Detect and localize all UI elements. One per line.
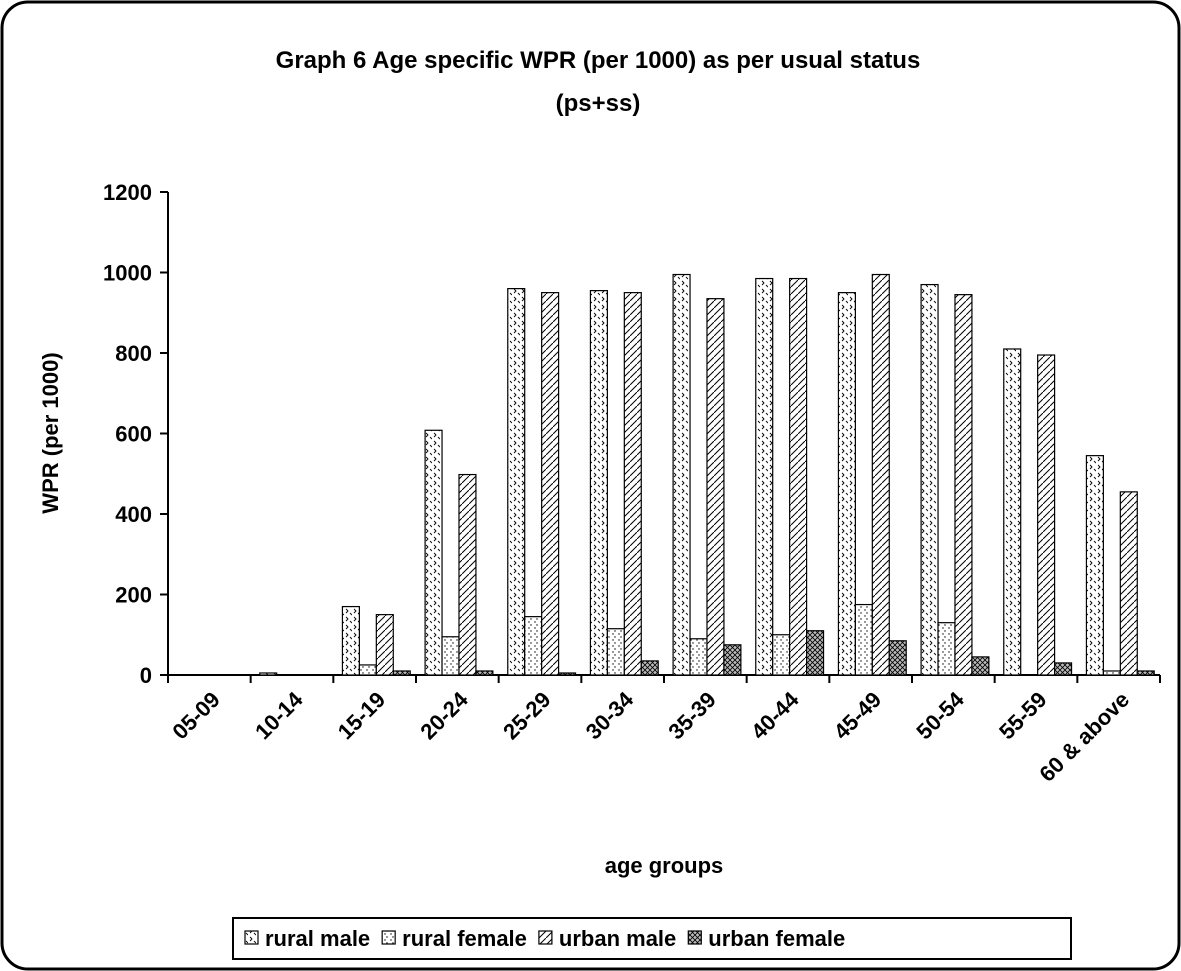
x-axis-label: age groups [605,853,724,878]
bar [259,672,278,676]
bar [920,283,939,676]
y-tick-label: 1200 [103,180,152,205]
bar [441,636,460,676]
bar [971,656,990,676]
y-tick-label: 800 [115,341,152,366]
y-tick-label: 1000 [103,261,152,286]
bar [723,644,742,676]
legend-label: rural male [265,926,370,951]
legend-label: urban male [559,926,676,951]
legend-label: urban female [708,926,845,951]
legend [232,917,1072,960]
legend-label: rural female [402,926,527,951]
bar [871,273,890,676]
chart-title: (ps+ss) [556,90,641,117]
y-tick-label: 600 [115,422,152,447]
bar [672,273,691,676]
bar [1085,455,1104,676]
bar [888,640,907,676]
bar [341,605,360,676]
bar [837,292,856,676]
y-axis-label: WPR (per 1000) [38,352,63,513]
bar [524,616,543,676]
bar [805,630,825,676]
bar [541,292,560,676]
bar [755,277,774,676]
bar [475,670,494,676]
bar [1053,662,1073,676]
bar [507,288,526,676]
y-tick-label: 200 [115,583,152,608]
bar [640,660,659,676]
bar [375,614,394,676]
bar [772,634,791,676]
bar [557,672,577,676]
bar [789,277,808,676]
bar [937,622,956,676]
bar [854,603,873,676]
chart-title: Graph 6 Age specific WPR (per 1000) as p… [276,47,921,74]
bar [1102,670,1121,676]
bar [606,628,625,676]
legend-swatch [687,930,702,945]
legend-swatch [538,930,553,945]
bar [1136,670,1155,676]
legend-swatch [244,930,259,945]
y-tick-label: 0 [140,663,152,688]
bar [1119,491,1138,676]
bar [589,290,608,676]
bar [623,292,642,676]
bar [424,429,443,676]
bar [358,664,377,676]
bar [954,294,973,676]
bar [706,298,725,676]
legend-swatch [381,930,396,945]
y-tick-label: 400 [115,502,152,527]
bar [392,670,411,676]
bar [689,638,708,676]
bar [1037,354,1056,676]
bar [1003,348,1022,676]
bar [458,473,477,676]
